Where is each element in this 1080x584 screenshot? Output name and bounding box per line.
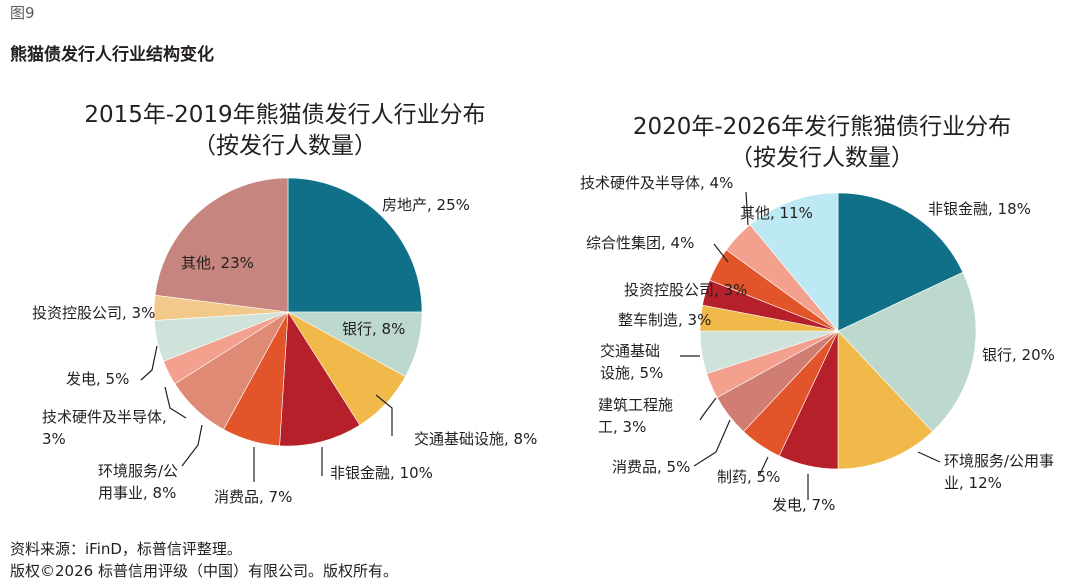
pie2-leader-技术硬件及半导体 <box>745 191 749 226</box>
pie2-label-投资控股公司: 投资控股公司, 3% <box>624 281 747 299</box>
pie2-leader-综合性集团 <box>713 243 729 263</box>
pie1-label-交通基础设施: 交通基础设施, 8% <box>414 430 537 448</box>
pie2-leader-建筑工程施工 <box>699 397 717 421</box>
pie2-label-发电: 发电, 7% <box>772 496 835 514</box>
chart-1-title-block: 2015年-2019年熊猫债发行人行业分布 （按发行人数量） <box>40 100 530 162</box>
figure-title: 熊猫债发行人行业结构变化 <box>10 45 214 65</box>
pie2-label-交通基础设施: 交通基础设施, 5% <box>600 342 663 382</box>
pie2-slice-环境服务-公用事业 <box>837 330 933 470</box>
pie2-label-消费品: 消费品, 5% <box>612 458 690 476</box>
chart-2-title-block: 2020年-2026年发行熊猫债行业分布 （按发行人数量） <box>572 112 1072 174</box>
pie2-label-银行: 银行, 20% <box>982 346 1055 364</box>
pie1-leader-技术硬件及半导体 <box>164 386 187 419</box>
pie1-label-消费品: 消费品, 7% <box>214 488 292 506</box>
pie2-label-综合性集团: 综合性集团, 4% <box>586 234 694 252</box>
pie2-slice-银行 <box>837 271 977 433</box>
pie1-label-环境服务-公用事业: 环境服务/公用事业, 8% <box>98 462 178 502</box>
pie1-label-银行: 银行, 8% <box>342 320 405 338</box>
source-note: 资料来源：iFinD，标普信评整理。 <box>10 540 242 558</box>
pie2-label-其他: 其他, 11% <box>740 204 813 222</box>
pie1-slice-其他 <box>154 177 289 313</box>
pie-chart-2015-2019: 房地产, 25% 银行, 8% 交通基础设施, 8% 非银金融, 10% 消费品, 7%… <box>32 177 537 506</box>
pie2-leader-环境服务-公用事业 <box>917 451 941 463</box>
pie2-label-建筑工程施工: 建筑工程施工, 3% <box>598 396 673 436</box>
chart-1-subtitle: （按发行人数量） <box>193 133 377 160</box>
pie-chart-2020-2026: 非银金融, 18% 银行, 20% 环境服务/公用事业, 12% 发电, 7% 制药, … <box>580 174 1055 514</box>
chart-1-title: 2015年-2019年熊猫债发行人行业分布 <box>84 102 486 128</box>
pie1-label-投资控股公司: 投资控股公司, 3% <box>32 304 155 322</box>
pie2-label-环境服务-公用事业: 环境服务/公用事业, 12% <box>944 452 1054 492</box>
pie2-label-技术硬件及半导体: 技术硬件及半导体, 4% <box>580 174 733 192</box>
pie1-label-非银金融: 非银金融, 10% <box>330 464 433 482</box>
pie1-slice-非银金融 <box>279 311 361 447</box>
pie2-leader-制药 <box>759 456 769 475</box>
pie1-leader-交通基础设施 <box>375 394 393 436</box>
figure-label: 图9 <box>10 4 35 22</box>
pie2-label-制药: 制药, 5% <box>717 468 780 486</box>
pie1-label-其他: 其他, 23% <box>181 254 254 272</box>
pie1-leader-发电 <box>140 345 158 381</box>
pie2-leader-消费品 <box>693 419 731 467</box>
pie2-slice-其他 <box>749 192 839 332</box>
chart-2-title: 2020年-2026年发行熊猫债行业分布 <box>632 114 1012 140</box>
pie2-label-整车制造: 整车制造, 3% <box>618 311 711 329</box>
pie1-label-发电: 发电, 5% <box>66 370 129 388</box>
copyright-note: 版权©2026 标普信用评级（中国）有限公司。版权所有。 <box>10 562 398 580</box>
pie2-label-非银金融: 非银金融, 18% <box>928 200 1031 218</box>
pie1-slice-房地产 <box>287 177 423 313</box>
pie1-label-技术硬件及半导体: 技术硬件及半导体, 3% <box>42 408 167 448</box>
pie1-leader-环境服务-公用事业 <box>181 424 203 467</box>
pie2-slice-非银金融 <box>837 192 964 332</box>
chart-2-subtitle: （按发行人数量） <box>730 145 914 172</box>
pie1-label-房地产: 房地产, 25% <box>382 196 470 214</box>
